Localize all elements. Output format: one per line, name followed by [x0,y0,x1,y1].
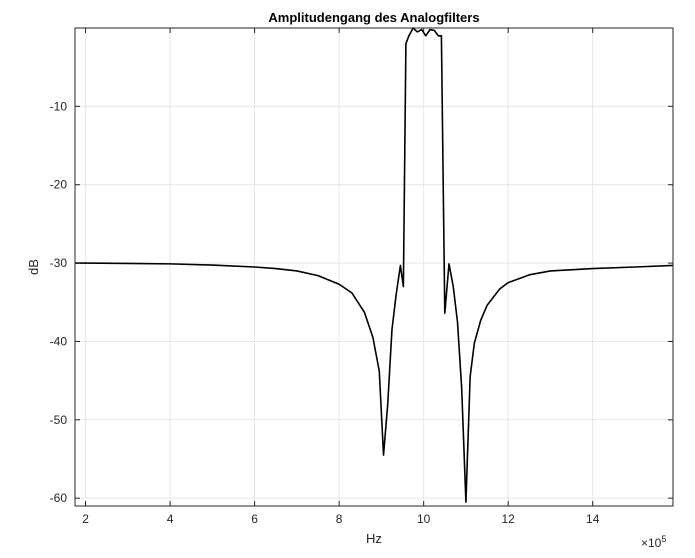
series-line [75,27,674,503]
x-tick-labels: 2 4 6 8 10 12 14 [82,512,599,526]
plot-frame [74,27,674,507]
y-tick-label: -30 [50,256,68,270]
x-exponent-label: ×105 [641,534,666,550]
x-tick-label: 2 [82,512,89,526]
chart-title: Amplitudengang des Analogfilters [268,10,479,25]
x-tick-label: 14 [586,512,600,526]
x-tick-label: 4 [167,512,174,526]
x-exponent-power: 5 [661,534,666,544]
plot-area [75,28,673,506]
y-tick-label: -10 [50,99,68,113]
y-tick-label: -50 [50,413,68,427]
x-tick-label: 6 [251,512,258,526]
y-axis-label: dB [26,259,41,275]
tick-marks [75,28,673,506]
x-tick-label: 10 [417,512,431,526]
x-tick-label: 8 [336,512,343,526]
y-tick-label: -60 [50,491,68,505]
y-tick-labels: -60 -50 -40 -30 -20 -10 [50,99,68,505]
y-tick-label: -20 [50,178,68,192]
y-tick-label: -40 [50,334,68,348]
x-tick-label: 12 [502,512,516,526]
x-axis-label: Hz [366,531,382,546]
